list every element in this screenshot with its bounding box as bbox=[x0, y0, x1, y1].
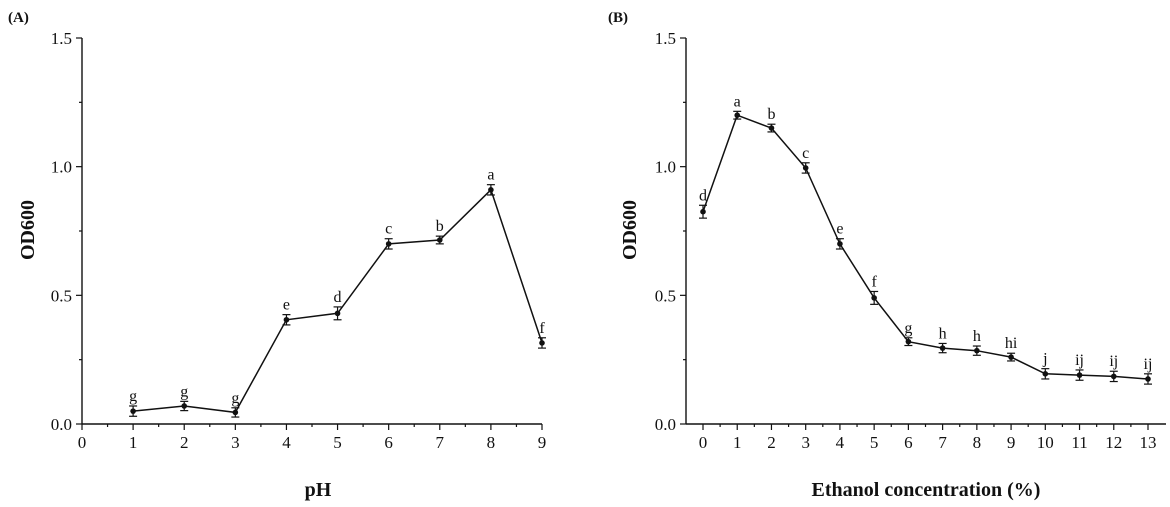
y-tick-label-b: 1.0 bbox=[655, 158, 676, 177]
y-tick-label-b: 0.0 bbox=[655, 415, 676, 434]
x-tick-label-b: 1 bbox=[733, 433, 742, 452]
data-point-b bbox=[768, 125, 775, 131]
significance-label-b: ij bbox=[1144, 356, 1153, 373]
x-tick-label-b: 4 bbox=[836, 433, 845, 452]
data-point-a bbox=[539, 340, 545, 346]
chart-panel-a: (A) pH OD600 0 1 2 3 4 5 6 7 8 9 0.0 0.5 1.0 1.5 g g g e d… bbox=[8, 10, 546, 501]
x-tick-label-a: 6 bbox=[384, 433, 393, 452]
y-axis-title-b: OD600 bbox=[619, 200, 641, 260]
x-tick-label-a: 4 bbox=[282, 433, 291, 452]
data-point-b bbox=[1110, 373, 1117, 380]
significance-label-a: d bbox=[334, 289, 342, 306]
significance-label-a: g bbox=[129, 388, 137, 405]
x-tick-label-b: 7 bbox=[938, 433, 947, 452]
significance-label-b: h bbox=[973, 328, 981, 345]
x-tick-label-a: 9 bbox=[538, 433, 547, 452]
x-tick-label-a: 2 bbox=[180, 433, 189, 452]
series-line-b bbox=[702, 114, 1149, 380]
significance-label-b: e bbox=[836, 221, 843, 238]
data-point-a bbox=[283, 316, 290, 323]
x-tick-label-a: 0 bbox=[78, 433, 87, 452]
data-point-a bbox=[130, 408, 136, 414]
data-point-a bbox=[488, 187, 494, 193]
y-tick-label-a: 1.5 bbox=[51, 29, 72, 48]
y-tick-label-a: 1.0 bbox=[51, 158, 72, 177]
significance-label-b: f bbox=[871, 273, 877, 290]
data-point-b bbox=[1076, 372, 1083, 378]
x-tick-label-b: 12 bbox=[1105, 433, 1122, 452]
y-tick-label-a: 0.5 bbox=[51, 286, 72, 305]
data-point-b bbox=[905, 338, 912, 345]
data-point-a bbox=[385, 241, 392, 247]
y-tick-label-b: 0.5 bbox=[655, 286, 676, 305]
y-axis-title-a: OD600 bbox=[17, 200, 39, 260]
significance-label-a: c bbox=[385, 221, 392, 238]
data-point-b bbox=[700, 208, 706, 215]
significance-label-b: d bbox=[699, 187, 707, 204]
significance-label-a: e bbox=[283, 297, 290, 314]
data-point-b bbox=[1145, 376, 1151, 382]
x-tick-label-b: 8 bbox=[973, 433, 982, 452]
data-point-a bbox=[436, 237, 443, 243]
data-point-b bbox=[837, 241, 843, 247]
significance-label-a: g bbox=[180, 383, 188, 400]
significance-label-b: ij bbox=[1075, 352, 1084, 369]
x-tick-label-b: 13 bbox=[1140, 433, 1157, 452]
data-point-a bbox=[181, 403, 188, 409]
significance-label-b: h bbox=[939, 325, 947, 342]
panel-label-b: (B) bbox=[608, 10, 628, 26]
data-point-a bbox=[334, 310, 341, 317]
data-point-b bbox=[1008, 354, 1014, 360]
x-tick-label-a: 3 bbox=[231, 433, 240, 452]
data-point-a bbox=[232, 409, 239, 416]
significance-label-b: a bbox=[734, 93, 741, 110]
x-tick-label-b: 3 bbox=[801, 433, 810, 452]
data-point-b bbox=[939, 345, 946, 351]
significance-label-b: g bbox=[904, 320, 912, 337]
y-tick-label-a: 0.0 bbox=[51, 415, 72, 434]
x-tick-label-b: 2 bbox=[767, 433, 776, 452]
data-point-b bbox=[802, 165, 809, 171]
significance-label-b: j bbox=[1042, 351, 1047, 368]
data-point-b bbox=[1042, 371, 1049, 377]
significance-label-a: a bbox=[487, 167, 494, 184]
x-tick-label-b: 0 bbox=[699, 433, 708, 452]
panel-label-a: (A) bbox=[8, 10, 29, 26]
x-tick-label-a: 1 bbox=[129, 433, 138, 452]
data-point-b bbox=[734, 112, 741, 118]
significance-label-a: f bbox=[539, 320, 545, 337]
data-point-b bbox=[871, 295, 877, 301]
significance-label-a: b bbox=[436, 218, 444, 235]
data-point-b bbox=[974, 347, 980, 354]
significance-label-b: c bbox=[802, 145, 809, 162]
significance-label-b: hi bbox=[1005, 335, 1018, 352]
x-axis-title-a: pH bbox=[305, 479, 332, 501]
x-tick-label-b: 11 bbox=[1071, 433, 1087, 452]
x-tick-label-b: 9 bbox=[1007, 433, 1016, 452]
x-tick-label-b: 6 bbox=[904, 433, 913, 452]
x-axis-title-b: Ethanol concentration (%) bbox=[812, 479, 1041, 501]
y-tick-label-b: 1.5 bbox=[655, 29, 676, 48]
x-tick-label-a: 8 bbox=[487, 433, 496, 452]
x-tick-label-a: 7 bbox=[436, 433, 445, 452]
x-tick-label-b: 5 bbox=[870, 433, 879, 452]
significance-label-a: g bbox=[231, 390, 239, 407]
x-tick-label-b: 10 bbox=[1037, 433, 1054, 452]
x-tick-label-a: 5 bbox=[333, 433, 342, 452]
significance-label-b: ij bbox=[1109, 353, 1118, 370]
significance-label-b: b bbox=[767, 106, 775, 123]
